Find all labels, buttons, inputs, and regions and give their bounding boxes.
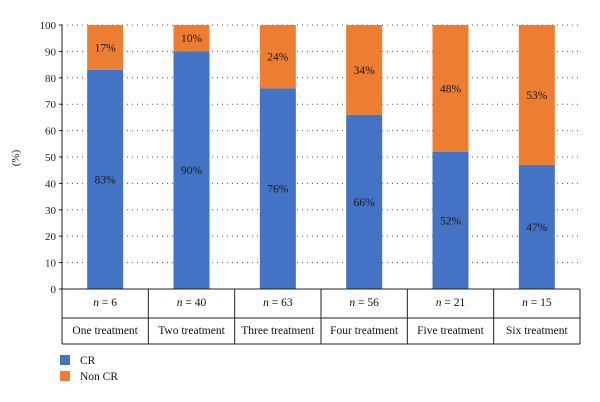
category-label: Four treatment bbox=[330, 325, 399, 337]
data-label: 90% bbox=[181, 165, 203, 177]
y-tick-label: 40 bbox=[45, 178, 57, 190]
data-label: 24% bbox=[267, 52, 289, 64]
bar-cr bbox=[87, 69, 124, 289]
legend-label: Non CR bbox=[80, 371, 118, 383]
data-label: 47% bbox=[526, 222, 548, 234]
bar-non-cr bbox=[259, 25, 296, 89]
category-table: n = 6 One treatment n = 40 Two treatment n =… bbox=[61, 289, 581, 345]
y-tick-label: 30 bbox=[45, 205, 57, 217]
legend: CR Non CR bbox=[60, 355, 118, 383]
data-label: 48% bbox=[440, 83, 462, 95]
y-tick-label: 60 bbox=[45, 126, 57, 138]
y-tick-label: 70 bbox=[45, 99, 57, 111]
legend-label: CR bbox=[80, 355, 96, 367]
category-label: Five treatment bbox=[417, 325, 485, 337]
bar-cr bbox=[173, 51, 210, 290]
data-label: 17% bbox=[95, 42, 117, 54]
n-count-label: n = 6 bbox=[93, 297, 117, 309]
n-count-label: n = 63 bbox=[263, 297, 293, 309]
bar-non-cr bbox=[346, 25, 383, 115]
n-count-label: n = 21 bbox=[436, 297, 466, 309]
y-axis-label: (%) bbox=[10, 149, 22, 166]
y-axis-ticks: 0 10 20 30 40 50 60 70 80 90 100 bbox=[40, 20, 62, 296]
y-tick-label: 80 bbox=[45, 73, 57, 85]
bar-cr bbox=[518, 164, 555, 289]
category-label: Six treatment bbox=[506, 325, 568, 337]
data-label: 76% bbox=[267, 184, 289, 196]
category-label: One treatment bbox=[72, 325, 138, 337]
bar-non-cr bbox=[432, 25, 469, 152]
data-label: 53% bbox=[526, 90, 548, 102]
y-tick-label: 100 bbox=[40, 20, 57, 32]
data-label: 10% bbox=[181, 33, 203, 45]
bar-non-cr bbox=[518, 25, 555, 165]
bar-non-cr bbox=[173, 25, 210, 52]
n-count-label: n = 40 bbox=[177, 297, 207, 309]
category-label: Three treatment bbox=[241, 325, 315, 337]
data-label: 52% bbox=[440, 215, 462, 227]
bar-cr bbox=[432, 151, 469, 289]
n-count-label: n = 15 bbox=[522, 297, 552, 309]
y-tick-label: 50 bbox=[45, 152, 57, 164]
data-label: 34% bbox=[354, 65, 376, 77]
data-label: 83% bbox=[95, 174, 117, 186]
y-tick-label: 10 bbox=[45, 258, 57, 270]
y-tick-label: 20 bbox=[45, 231, 57, 243]
bar-non-cr bbox=[87, 25, 124, 70]
bar-cr bbox=[346, 114, 383, 289]
bars: 83% 17% 90% 10% 76% 24% 66% 34% 52% 48% 47% 53% bbox=[87, 25, 555, 290]
n-count-label: n = 56 bbox=[349, 297, 379, 309]
legend-swatch bbox=[60, 355, 70, 365]
data-label: 66% bbox=[354, 197, 376, 209]
y-tick-label: 90 bbox=[45, 46, 57, 58]
legend-swatch bbox=[60, 371, 70, 381]
gridlines bbox=[62, 24, 580, 264]
bar-cr bbox=[259, 88, 296, 289]
category-label: Two treatment bbox=[158, 325, 225, 337]
y-tick-label: 0 bbox=[51, 284, 57, 296]
